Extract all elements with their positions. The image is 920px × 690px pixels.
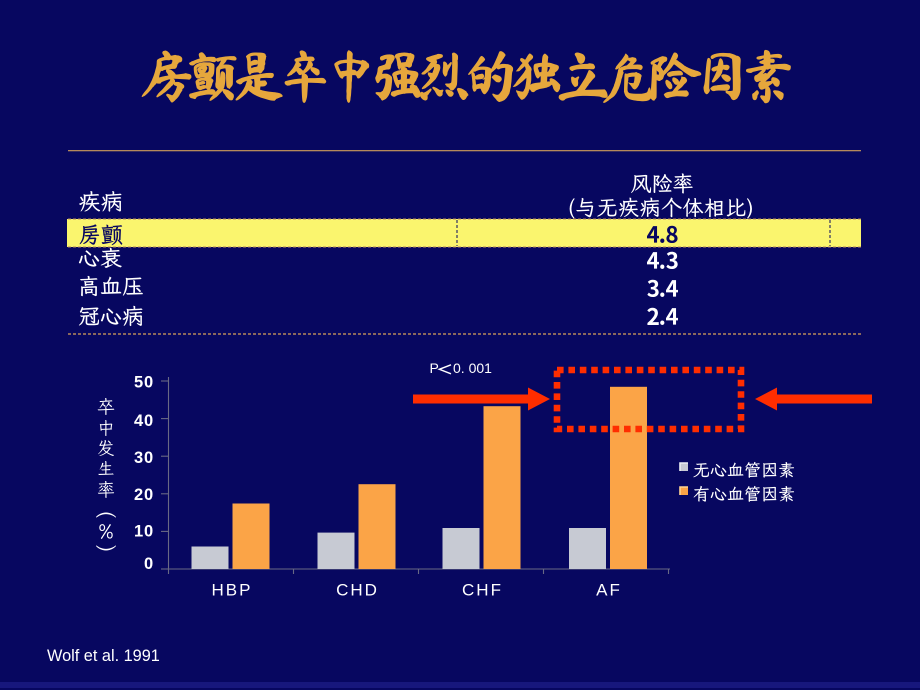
svg-text:50: 50 [134,374,154,392]
svg-text:10: 10 [134,522,154,540]
svg-text:AF: AF [596,581,622,600]
svg-text:0: 0 [144,555,154,573]
svg-text:CHD: CHD [336,581,379,600]
svg-text:30: 30 [134,449,154,467]
svg-text:HBP: HBP [212,581,253,600]
svg-text:0. 001: 0. 001 [453,360,492,376]
svg-text:CHF: CHF [462,581,503,600]
svg-text:P: P [430,360,439,376]
svg-text:20: 20 [134,486,154,504]
svg-text:Wolf et al. 1991: Wolf et al. 1991 [47,647,160,665]
svg-text:40: 40 [134,412,154,430]
